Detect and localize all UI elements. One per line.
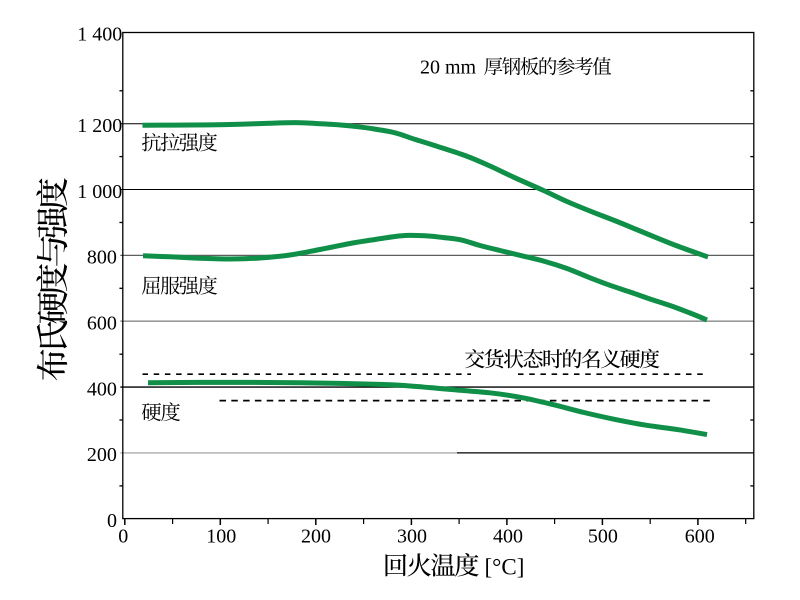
svg-text:300: 300 bbox=[397, 526, 427, 548]
svg-text:0: 0 bbox=[118, 526, 128, 548]
svg-text:200: 200 bbox=[301, 526, 331, 548]
svg-text:800: 800 bbox=[87, 247, 117, 269]
svg-text:0: 0 bbox=[107, 510, 117, 532]
svg-text:1 200: 1 200 bbox=[77, 115, 122, 137]
svg-text:1 400: 1 400 bbox=[77, 24, 122, 46]
svg-text:400: 400 bbox=[493, 526, 523, 548]
svg-text:1 000: 1 000 bbox=[77, 181, 122, 203]
svg-text:600: 600 bbox=[685, 526, 715, 548]
svg-text:500: 500 bbox=[588, 526, 618, 548]
svg-text:[°C]: [°C] bbox=[485, 555, 525, 580]
svg-text:100: 100 bbox=[206, 526, 236, 548]
svg-text:600: 600 bbox=[87, 313, 117, 335]
svg-text:400: 400 bbox=[87, 378, 117, 400]
svg-text:200: 200 bbox=[87, 444, 117, 466]
svg-text:20 mm: 20 mm bbox=[420, 57, 477, 79]
